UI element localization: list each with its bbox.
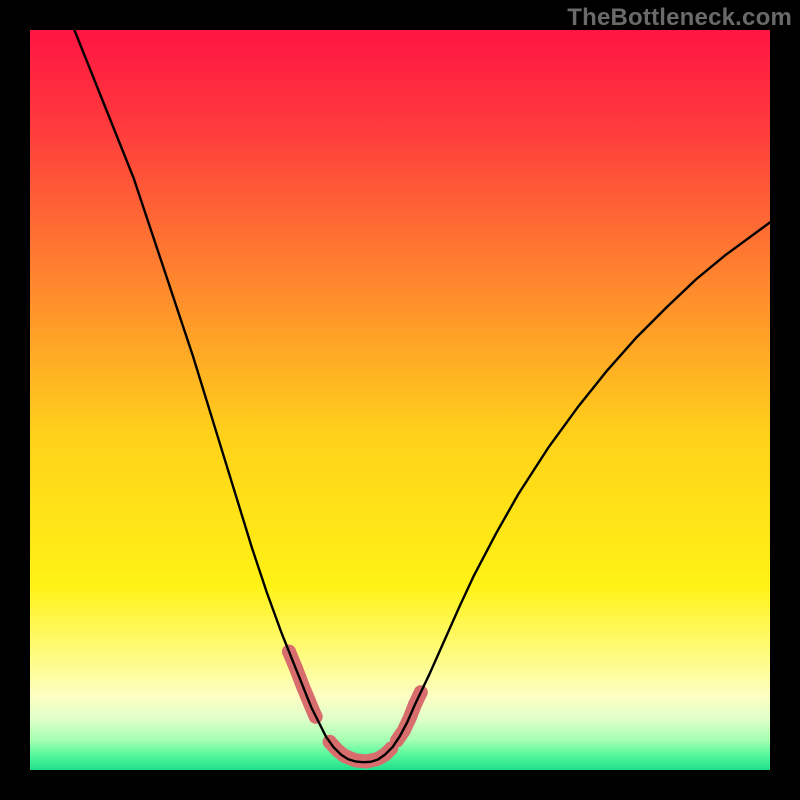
- chart-gradient-background: [30, 30, 770, 770]
- watermark-text: TheBottleneck.com: [567, 4, 792, 32]
